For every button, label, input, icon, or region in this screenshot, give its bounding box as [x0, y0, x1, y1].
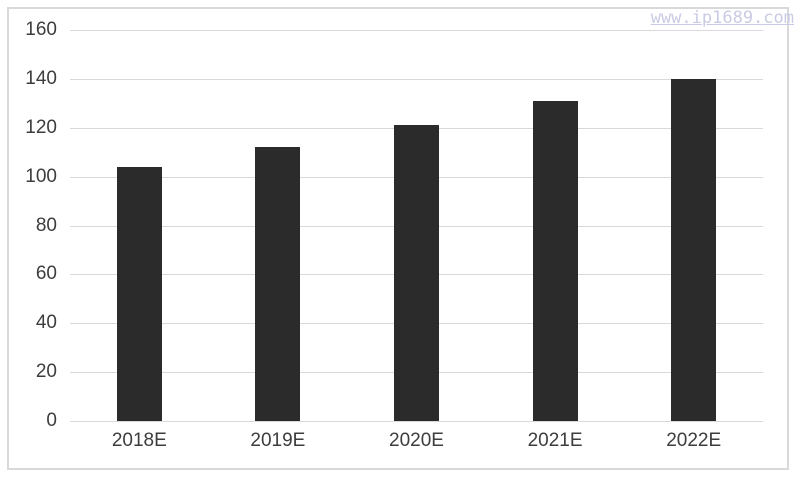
x-axis-category-label: 2022E	[666, 430, 722, 451]
gridline-y-0	[70, 421, 763, 422]
gridline-y-140	[70, 78, 763, 80]
y-axis-tick-label: 140	[25, 67, 57, 89]
x-axis-category-label: 2020E	[389, 430, 444, 451]
bar-2022E	[671, 78, 717, 421]
y-axis-tick-label: 0	[46, 410, 57, 431]
x-axis-category-label: 2021E	[527, 430, 583, 451]
y-axis-tick-label: 120	[25, 116, 57, 138]
x-axis-category-label: 2019E	[250, 430, 306, 451]
bar-2018E	[116, 166, 162, 421]
bar-2019E	[255, 147, 301, 421]
y-axis-tick-label: 100	[25, 165, 57, 187]
gridline-y-160	[70, 30, 763, 31]
y-axis-tick-label: 20	[35, 361, 57, 383]
y-axis-tick-label: 40	[35, 312, 57, 334]
bar-2021E	[532, 100, 578, 421]
x-axis-category-label: 2018E	[111, 430, 167, 451]
bar-2020E	[394, 125, 439, 421]
watermark-link: www.ip1689.com	[650, 8, 794, 28]
y-axis-tick-label: 160	[25, 19, 57, 40]
y-axis-tick-label: 80	[35, 214, 57, 236]
y-axis-tick-label: 60	[35, 263, 57, 285]
